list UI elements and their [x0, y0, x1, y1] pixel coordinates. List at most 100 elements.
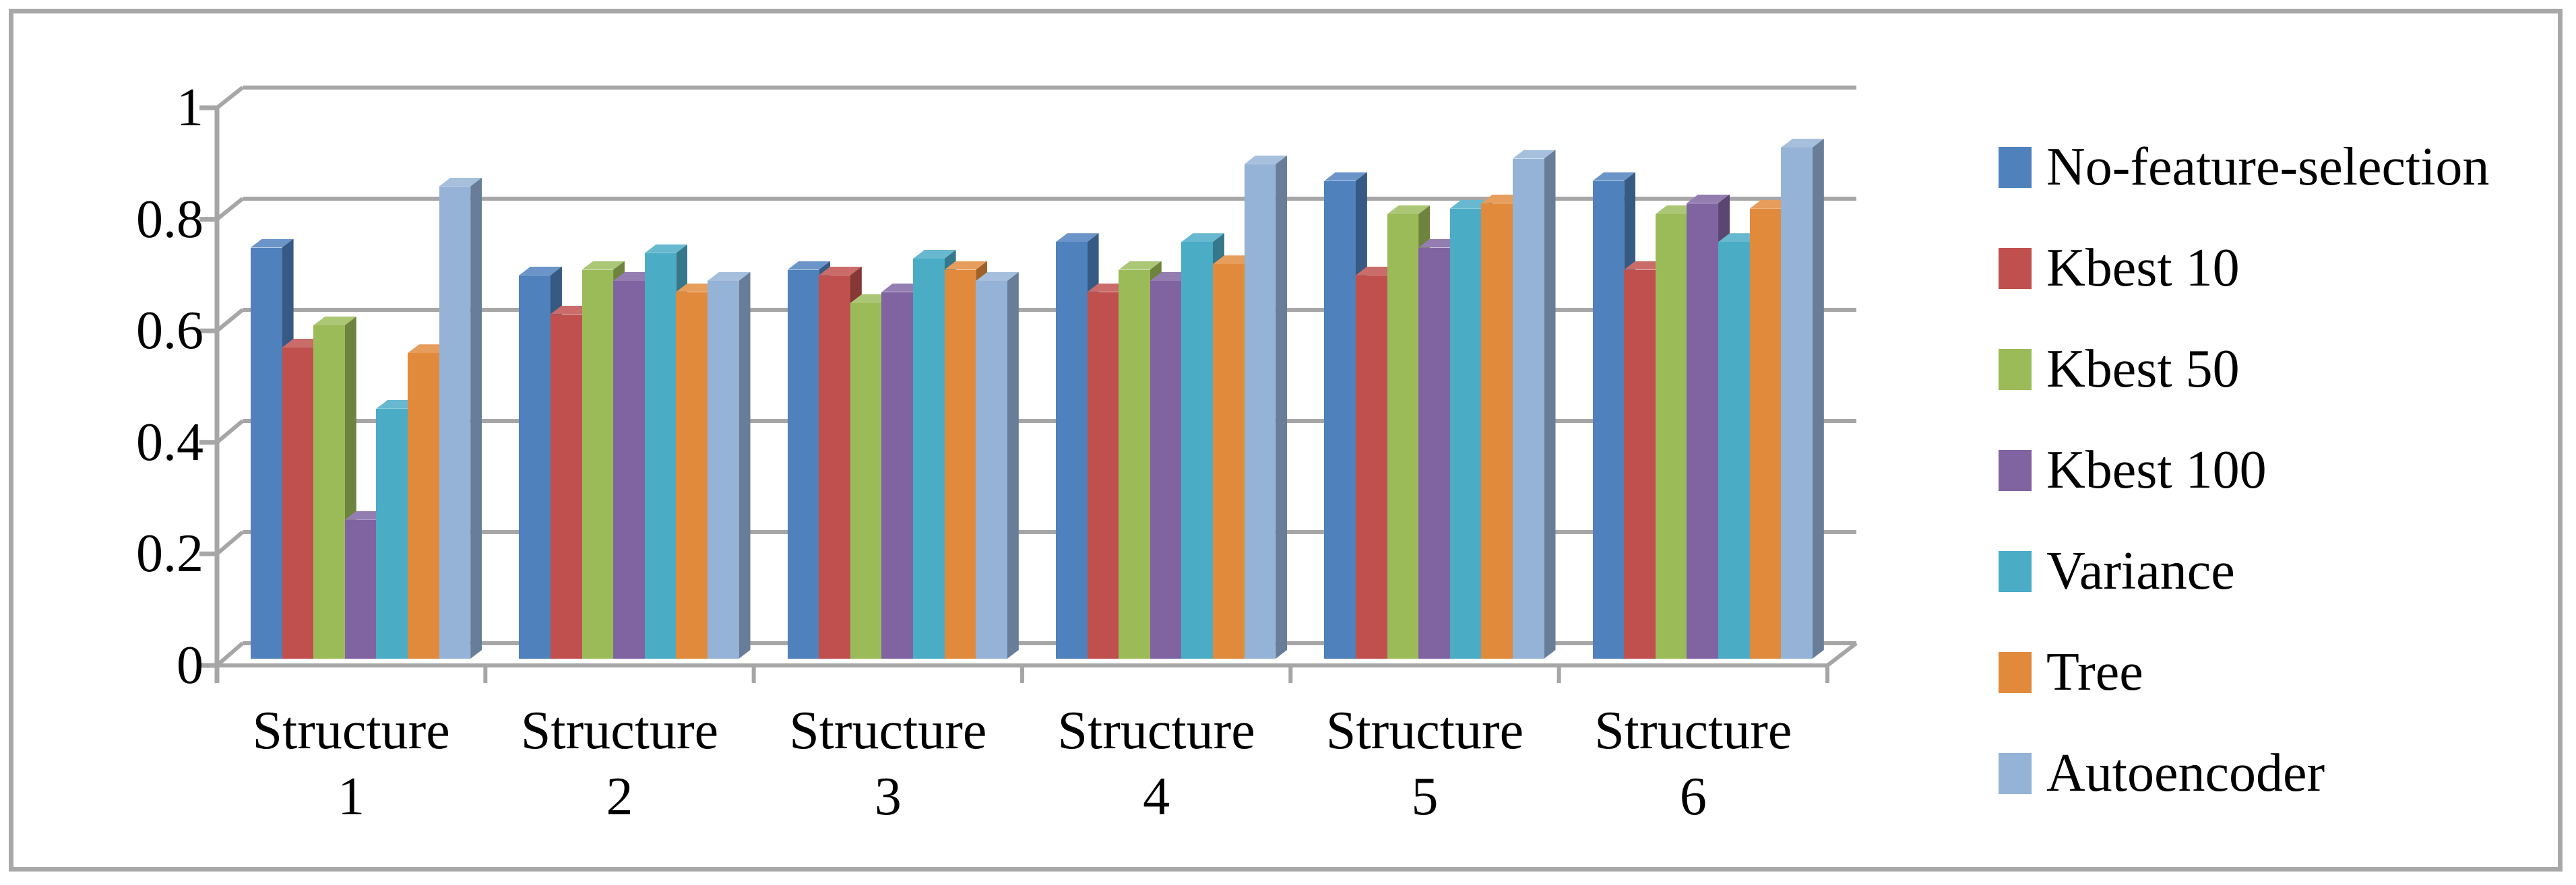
- legend-color-swatch: [1999, 348, 2032, 390]
- legend-item-autoencoder: Autoencoder: [1999, 740, 2325, 807]
- bar-top-face: [644, 244, 688, 253]
- bar-top-face: [1687, 194, 1730, 203]
- legend-label: No-feature-selection: [2046, 137, 2490, 197]
- legend-item-tree: Tree: [1999, 638, 2143, 706]
- bar-top-face: [1592, 172, 1636, 181]
- x-axis-category-label-structure-5: Structure 5: [1283, 698, 1566, 830]
- y-axis-tick-label: 0.4: [136, 412, 203, 472]
- bar-side-face: [739, 272, 751, 659]
- bar-front-face: [313, 325, 345, 659]
- bar-front-face: [1150, 281, 1182, 659]
- bar-top-face: [251, 238, 294, 248]
- bar-front-face: [582, 269, 614, 659]
- bar-front-face: [976, 281, 1007, 659]
- bar-front-face: [1087, 292, 1119, 659]
- bar-front-face: [1592, 181, 1625, 659]
- bar-front-face: [1687, 203, 1719, 659]
- bar-top-face: [1181, 233, 1224, 242]
- y-axis-tick-label: 1: [177, 78, 203, 137]
- bar-side-face: [470, 178, 482, 659]
- bar-front-face: [850, 303, 882, 659]
- chart-border-frame: [9, 9, 2563, 872]
- legend-label: Kbest 100: [2046, 440, 2267, 500]
- bar-side-face: [1544, 150, 1556, 659]
- bar-front-face: [1481, 203, 1513, 659]
- x-axis-label-line: 6: [1679, 767, 1707, 826]
- bar-side-face: [1007, 272, 1019, 659]
- bar-front-face: [1055, 242, 1088, 659]
- bar-autoencoder-structure-4: [1244, 155, 1288, 659]
- bar-front-face: [1355, 275, 1387, 659]
- bar-autoencoder-structure-3: [976, 272, 1019, 659]
- bar-top-face: [1244, 155, 1288, 164]
- legend-color-swatch: [1999, 651, 2032, 693]
- bar-front-face: [1512, 158, 1544, 659]
- bar-side-face: [1276, 156, 1287, 659]
- legend-item-kbest-50: Kbest 50: [1999, 335, 2240, 403]
- x-axis-label-line: 2: [606, 767, 633, 826]
- bar-front-face: [944, 269, 976, 659]
- bar-top-face: [1324, 172, 1367, 181]
- bar-top-face: [1781, 139, 1824, 148]
- x-axis-category-label-structure-1: Structure 1: [210, 698, 493, 830]
- bar-top-face: [976, 272, 1019, 281]
- bar-side-face: [1813, 139, 1824, 659]
- bar-front-face: [1181, 242, 1213, 659]
- bar-front-face: [344, 519, 377, 659]
- bar-front-face: [913, 259, 945, 659]
- x-axis-label-line: Structure: [252, 701, 450, 760]
- bar-front-face: [519, 275, 551, 659]
- legend-label: Kbest 50: [2046, 339, 2240, 399]
- bar-front-face: [1244, 164, 1276, 659]
- bar-front-face: [787, 269, 819, 659]
- bar-front-face: [1212, 264, 1245, 659]
- bar-kbest-50-structure-1: [313, 317, 356, 659]
- legend-label: Autoencoder: [2046, 743, 2325, 803]
- bar-top-face: [439, 177, 482, 187]
- bar-autoencoder-structure-5: [1512, 150, 1556, 659]
- bar-top-face: [819, 266, 862, 275]
- bar-top-face: [913, 250, 956, 259]
- bar-top-face: [944, 261, 988, 270]
- x-axis-label-line: Structure: [1594, 701, 1792, 760]
- bar-autoencoder-structure-1: [439, 177, 482, 659]
- x-axis-label-line: Structure: [1057, 701, 1255, 760]
- x-axis-label-line: 4: [1143, 767, 1170, 826]
- x-axis-label-line: 3: [874, 767, 902, 826]
- legend-label: Tree: [2046, 642, 2143, 702]
- x-axis-category-label-structure-2: Structure 2: [478, 698, 761, 830]
- legend-color-swatch: [1999, 247, 2032, 289]
- bar-front-face: [1749, 208, 1782, 659]
- bar-front-face: [408, 353, 439, 659]
- x-axis-label-line: Structure: [520, 701, 719, 760]
- bar-front-face: [676, 292, 708, 659]
- bar-top-face: [1512, 150, 1556, 159]
- bar-autoencoder-structure-6: [1781, 139, 1824, 659]
- legend-label: Kbest 10: [2046, 238, 2240, 298]
- bar-top-face: [1055, 233, 1099, 242]
- x-axis-label-line: 1: [338, 767, 365, 826]
- legend-item-variance: Variance: [1999, 537, 2235, 605]
- y-axis-tick-label: 0.6: [136, 301, 203, 361]
- bar-front-face: [1655, 214, 1687, 659]
- legend-item-no-feature-selection: No-feature-selection: [1999, 133, 2489, 201]
- bar-autoencoder-structure-2: [707, 272, 751, 659]
- x-axis-label-line: Structure: [789, 701, 987, 760]
- x-axis-category-label-structure-3: Structure 3: [747, 698, 1030, 830]
- bar-front-face: [550, 314, 582, 659]
- bar-front-face: [707, 281, 739, 659]
- bar-front-face: [1624, 269, 1656, 659]
- bar-top-face: [1119, 261, 1162, 270]
- legend-color-swatch: [1999, 550, 2032, 592]
- bar-top-face: [519, 266, 562, 275]
- legend-color-swatch: [1999, 146, 2032, 188]
- bar-top-face: [313, 317, 356, 325]
- bar-front-face: [1449, 208, 1482, 659]
- bar-top-face: [582, 261, 625, 270]
- bar-front-face: [282, 348, 314, 659]
- bar-front-face: [376, 408, 408, 659]
